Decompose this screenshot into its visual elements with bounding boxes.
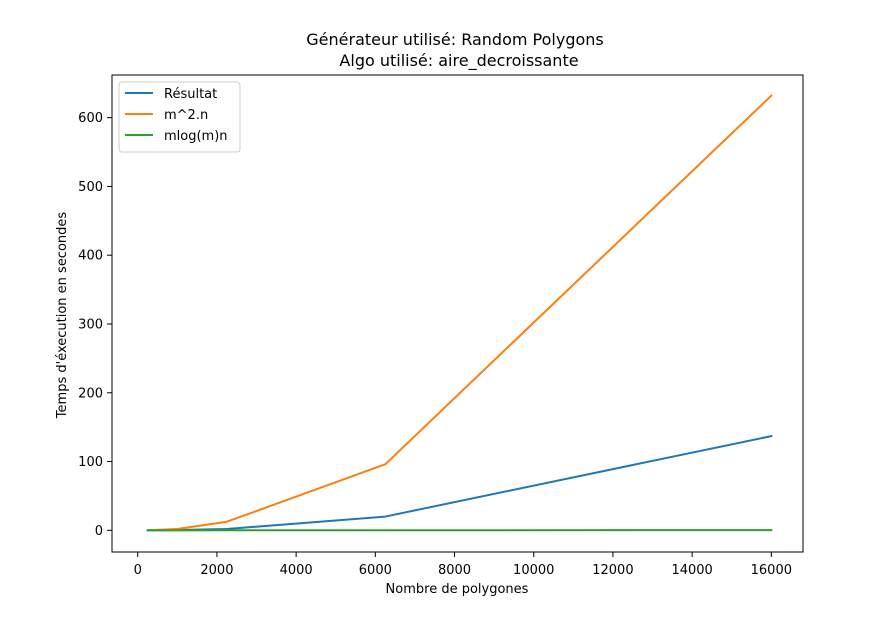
legend-label-2: m^2.n (164, 108, 208, 123)
y-tick-label: 500 (78, 180, 103, 195)
x-tick-label: 2000 (200, 563, 233, 578)
y-tick-label: 300 (78, 317, 103, 332)
x-axis-label: Nombre de polygones (386, 582, 529, 597)
x-axis-ticks: 0 2000 4000 6000 8000 10000 12000 14000 16000 (134, 552, 792, 578)
y-axis-ticks: 0 100 200 300 400 500 600 (78, 111, 112, 539)
x-tick-label: 12000 (592, 563, 633, 578)
x-tick-label: 6000 (359, 563, 392, 578)
plot-background (112, 75, 803, 552)
chart-title-line1: Générateur utilisé: Random Polygons (306, 30, 603, 49)
y-tick-label: 200 (78, 386, 103, 401)
chart-title-line2: Algo utilisé: aire_decroissante (339, 51, 578, 71)
y-tick-label: 100 (78, 455, 103, 470)
legend-label-3: mlog(m)n (164, 129, 228, 144)
x-tick-label: 0 (134, 563, 142, 578)
plot-area (111, 74, 804, 553)
legend: Résultat m^2.n mlog(m)n (118, 81, 241, 153)
y-tick-label: 0 (95, 524, 103, 539)
y-axis-label: Temps d'éxecution en secondes (55, 212, 70, 420)
x-tick-label: 4000 (280, 563, 313, 578)
y-tick-label: 400 (78, 249, 103, 264)
x-tick-label: 14000 (671, 563, 712, 578)
axes-frame (111, 74, 804, 553)
legend-label-1: Résultat (164, 87, 217, 102)
x-tick-label: 8000 (438, 563, 471, 578)
x-tick-label: 16000 (751, 563, 792, 578)
x-tick-label: 10000 (513, 563, 554, 578)
y-tick-label: 600 (78, 111, 103, 126)
